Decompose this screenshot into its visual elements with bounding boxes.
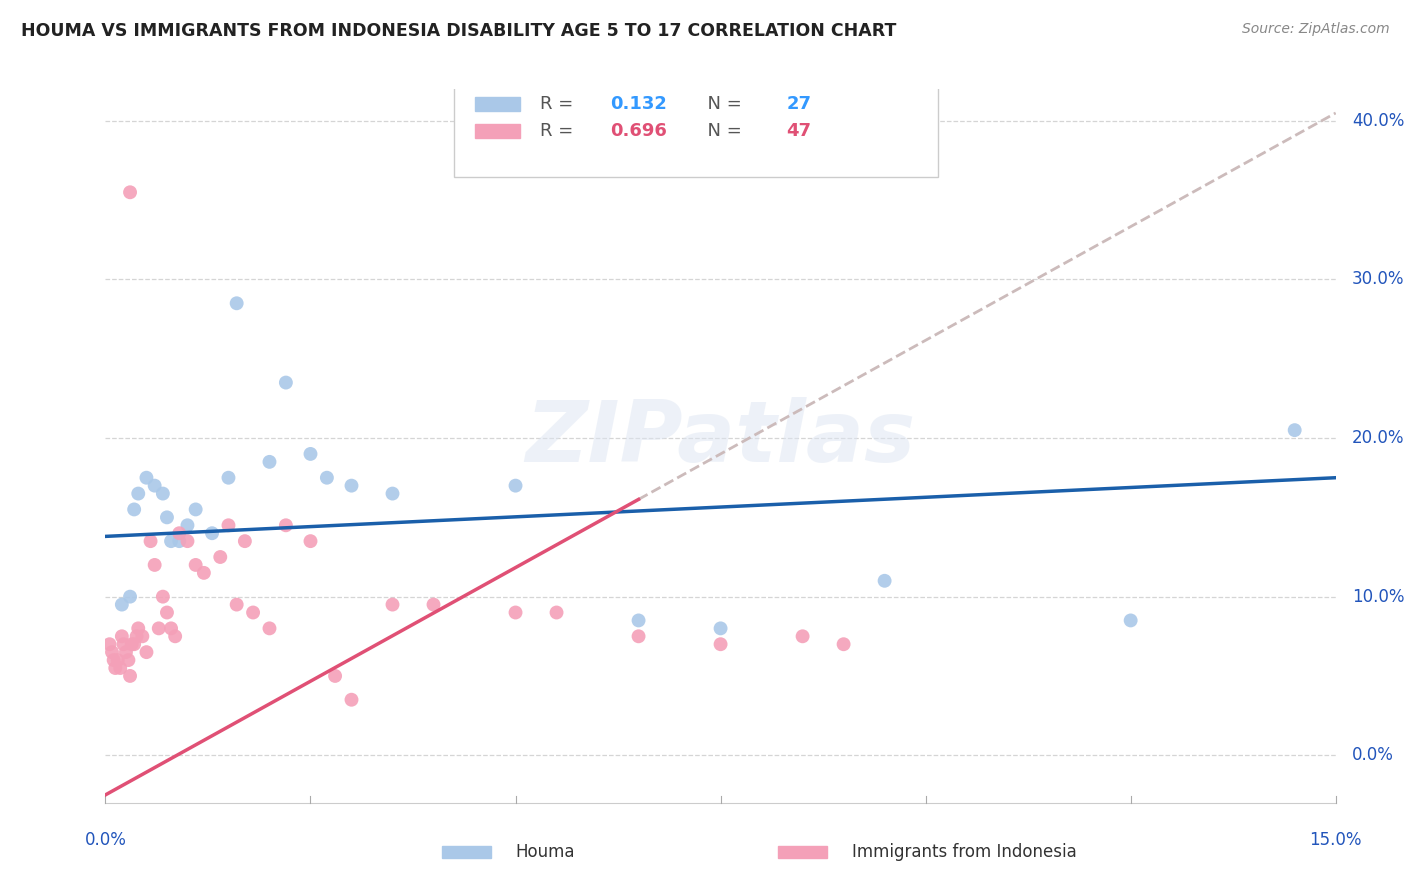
Point	[209, 549, 232, 564]
Point	[710, 621, 733, 635]
Text: 10.0%: 10.0%	[1353, 588, 1405, 606]
Text: N =: N =	[696, 122, 748, 140]
Point	[274, 518, 297, 533]
Point	[259, 455, 281, 469]
Point	[259, 621, 281, 635]
Bar	[441, 846, 491, 858]
Point	[156, 606, 179, 620]
Text: HOUMA VS IMMIGRANTS FROM INDONESIA DISABILITY AGE 5 TO 17 CORRELATION CHART: HOUMA VS IMMIGRANTS FROM INDONESIA DISAB…	[21, 22, 897, 40]
Point	[143, 558, 166, 572]
Point	[115, 645, 138, 659]
Point	[832, 637, 855, 651]
Point	[122, 502, 145, 516]
Text: 0.0%: 0.0%	[84, 831, 127, 849]
Point	[148, 621, 170, 635]
Point	[242, 606, 264, 620]
Point	[176, 518, 198, 533]
Point	[176, 534, 198, 549]
Point	[299, 534, 322, 549]
Point	[165, 629, 187, 643]
Text: Immigrants from Indonesia: Immigrants from Indonesia	[852, 843, 1077, 861]
Point	[274, 376, 297, 390]
Text: 15.0%: 15.0%	[1309, 831, 1362, 849]
Point	[160, 621, 183, 635]
Point	[218, 518, 240, 533]
Point	[120, 669, 141, 683]
Point	[104, 661, 127, 675]
Point	[120, 186, 141, 200]
FancyBboxPatch shape	[454, 84, 938, 178]
Point	[139, 534, 162, 549]
Point	[422, 598, 444, 612]
Text: R =: R =	[540, 95, 579, 113]
Bar	[778, 846, 827, 858]
Point	[1119, 614, 1142, 628]
Point	[381, 598, 404, 612]
Bar	[475, 97, 520, 111]
Point	[131, 629, 153, 643]
Text: Houma: Houma	[516, 843, 575, 861]
Point	[101, 645, 124, 659]
Text: ZIPatlas: ZIPatlas	[526, 397, 915, 480]
Text: R =: R =	[540, 122, 579, 140]
Point	[316, 471, 339, 485]
Point	[107, 653, 129, 667]
Text: N =: N =	[696, 95, 748, 113]
Point	[135, 471, 157, 485]
Point	[152, 590, 174, 604]
Point	[98, 637, 121, 651]
Point	[121, 637, 143, 651]
Point	[627, 614, 650, 628]
Point	[323, 669, 346, 683]
Point	[201, 526, 224, 541]
Point	[710, 637, 733, 651]
Point	[627, 629, 650, 643]
Point	[122, 637, 145, 651]
Point	[160, 534, 183, 549]
Text: 0.0%: 0.0%	[1353, 747, 1393, 764]
Point	[1284, 423, 1306, 437]
Point	[111, 629, 134, 643]
Point	[299, 447, 322, 461]
Point	[184, 558, 207, 572]
Point	[340, 692, 363, 706]
Point	[120, 590, 141, 604]
Point	[143, 478, 166, 492]
Point	[233, 534, 256, 549]
Text: 47: 47	[786, 122, 811, 140]
Point	[193, 566, 215, 580]
Point	[135, 645, 157, 659]
Point	[873, 574, 896, 588]
Point	[218, 471, 240, 485]
Point	[127, 486, 149, 500]
Point	[169, 526, 191, 541]
Point	[112, 637, 135, 651]
Text: 40.0%: 40.0%	[1353, 112, 1405, 130]
Point	[792, 629, 814, 643]
Text: 27: 27	[786, 95, 811, 113]
Point	[184, 502, 207, 516]
Point	[111, 598, 134, 612]
Text: 0.132: 0.132	[610, 95, 666, 113]
Point	[103, 653, 125, 667]
Point	[381, 486, 404, 500]
Point	[110, 661, 132, 675]
Bar	[475, 124, 520, 137]
Text: 20.0%: 20.0%	[1353, 429, 1405, 447]
Point	[169, 534, 191, 549]
Point	[340, 478, 363, 492]
Text: 0.696: 0.696	[610, 122, 666, 140]
Point	[225, 296, 247, 310]
Point	[505, 606, 527, 620]
Point	[117, 653, 139, 667]
Point	[152, 486, 174, 500]
Point	[125, 629, 148, 643]
Text: Source: ZipAtlas.com: Source: ZipAtlas.com	[1241, 22, 1389, 37]
Point	[127, 621, 149, 635]
Point	[505, 478, 527, 492]
Point	[225, 598, 247, 612]
Point	[546, 606, 568, 620]
Point	[156, 510, 179, 524]
Text: 30.0%: 30.0%	[1353, 270, 1405, 288]
